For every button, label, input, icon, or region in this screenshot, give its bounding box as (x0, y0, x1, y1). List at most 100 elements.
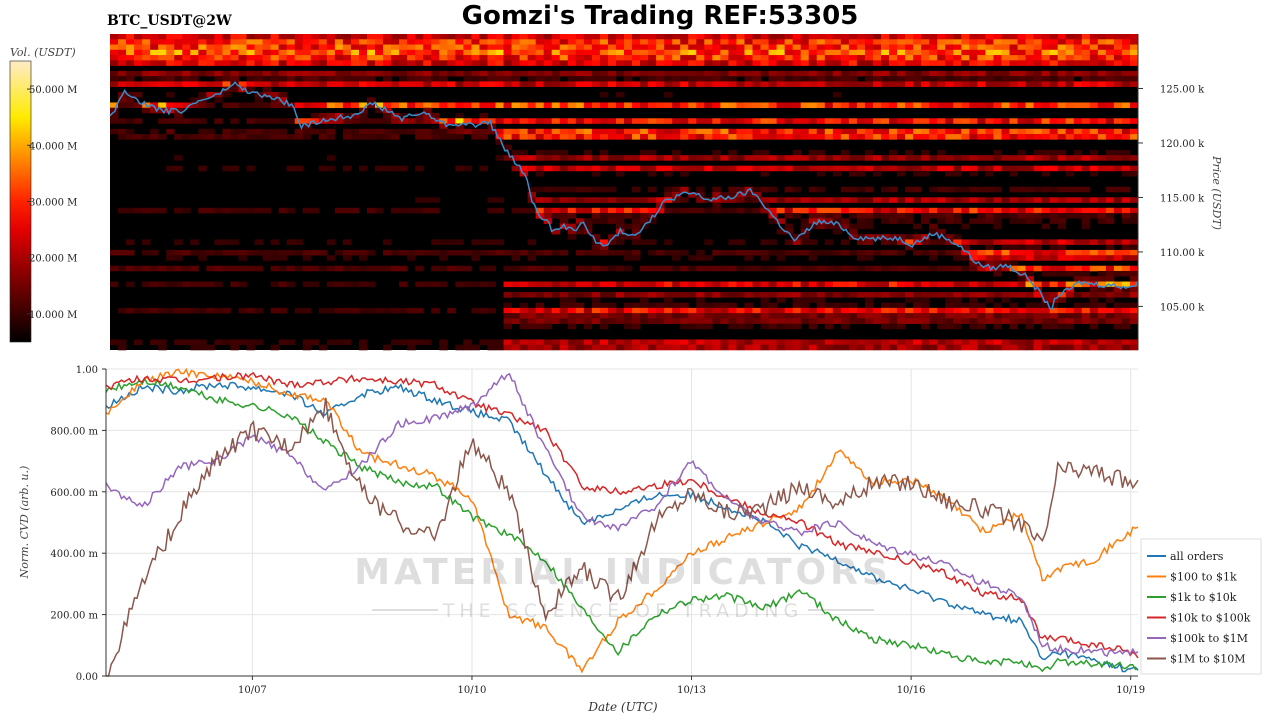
heatmap-cell (1033, 339, 1043, 346)
heatmap-cell (358, 281, 368, 288)
heatmap-cell (222, 265, 231, 272)
heatmap-cell (286, 339, 296, 346)
heatmap-cell (318, 39, 328, 45)
heatmap-cell (270, 134, 280, 140)
heatmap-cell (824, 307, 834, 314)
heatmap-cell (615, 34, 625, 40)
heatmap-cell (969, 249, 978, 256)
heatmap-cell (1041, 118, 1051, 124)
heatmap-cell (254, 34, 263, 40)
heatmap-cell (848, 197, 858, 203)
heatmap-cell (551, 249, 561, 256)
heatmap-cell (993, 134, 1002, 140)
heatmap-cell (254, 128, 263, 135)
heatmap-cell (447, 102, 456, 109)
heatmap-cell (913, 118, 922, 124)
heatmap-cell (864, 34, 874, 40)
heatmap-cell (383, 165, 392, 172)
heatmap-cell (1001, 213, 1010, 219)
heatmap-cell (688, 207, 697, 214)
heatmap-cell (656, 202, 665, 209)
heatmap-cell (150, 44, 159, 51)
heatmap-cell (262, 102, 272, 109)
heatmap-cell (1097, 313, 1107, 319)
heatmap-cell (1009, 307, 1018, 314)
heatmap-cell (929, 39, 938, 45)
heatmap-cell (479, 102, 488, 109)
heatmap-cell (495, 155, 504, 161)
heatmap-cell (487, 118, 496, 124)
heatmap-cell (945, 265, 954, 272)
heatmap-cell (1129, 81, 1139, 87)
heatmap-cell (1105, 186, 1115, 193)
heatmap-cell (945, 44, 954, 51)
heatmap-cell (270, 44, 280, 51)
heatmap-cell (1001, 339, 1010, 346)
heatmap-cell (334, 118, 344, 124)
heatmap-cell (615, 128, 625, 135)
heatmap-cell (1089, 339, 1099, 346)
price-line (109, 81, 1139, 310)
heatmap-cell (889, 55, 898, 61)
heatmap-cell (519, 39, 529, 45)
heatmap-cell (728, 155, 737, 161)
heatmap-cell (897, 39, 906, 45)
heatmap-cell (495, 81, 504, 87)
heatmap-cell (423, 81, 432, 87)
heatmap-cell (840, 149, 850, 156)
heatmap-cell (872, 76, 882, 82)
heatmap-cell (752, 318, 761, 324)
heatmap-cell (527, 134, 537, 140)
heatmap-cell (423, 60, 432, 66)
heatmap-cell (118, 339, 127, 346)
heatmap-cell (615, 239, 625, 245)
heatmap-cell (784, 186, 794, 193)
heatmap-cell (1017, 239, 1026, 245)
heatmap-cell (1081, 60, 1091, 66)
heatmap-cell (752, 249, 761, 256)
heatmap-cell (1001, 102, 1010, 109)
heatmap-cell (1121, 149, 1131, 156)
heatmap-cell (375, 107, 384, 114)
heatmap-cell (929, 155, 938, 161)
heatmap-cell (326, 281, 336, 288)
heatmap-cell (1041, 76, 1051, 82)
heatmap-cell (479, 39, 488, 45)
heatmap-cell (624, 302, 633, 309)
heatmap-cell (439, 76, 448, 82)
heatmap-cell (302, 49, 312, 56)
heatmap-cell (1129, 155, 1139, 161)
heatmap-cell (134, 44, 143, 51)
heatmap-cell (142, 60, 151, 66)
heatmap-cell (977, 323, 986, 330)
heatmap-cell (752, 44, 761, 51)
heatmap-cell (495, 60, 504, 66)
heatmap-cell (816, 213, 826, 219)
heatmap-cell (1017, 76, 1026, 82)
heatmap-cell (985, 313, 994, 319)
heatmap-cell (591, 39, 601, 45)
heatmap-cell (1049, 313, 1059, 319)
heatmap-cell (1041, 255, 1051, 261)
heatmap-cell (575, 186, 585, 193)
heatmap-cell (824, 265, 834, 272)
heatmap-cell (174, 76, 183, 82)
heatmap-cell (913, 186, 922, 193)
heatmap-cell (1129, 102, 1139, 109)
heatmap-cell (648, 339, 657, 346)
heatmap-cell (471, 307, 480, 314)
heatmap-cell (1089, 286, 1099, 293)
heatmap-cell (527, 81, 537, 87)
heatmap-cell (583, 307, 593, 314)
heatmap-cell (664, 192, 673, 198)
heatmap-cell (615, 102, 625, 109)
heatmap-cell (1081, 134, 1091, 140)
heatmap-cell (599, 239, 609, 245)
heatmap-cell (527, 255, 537, 261)
heatmap-cell (752, 49, 761, 56)
heatmap-cell (921, 239, 930, 245)
heatmap-cell (238, 281, 247, 288)
heatmap-cell (736, 55, 745, 61)
heatmap-cell (134, 60, 143, 66)
heatmap-cell (551, 49, 561, 56)
